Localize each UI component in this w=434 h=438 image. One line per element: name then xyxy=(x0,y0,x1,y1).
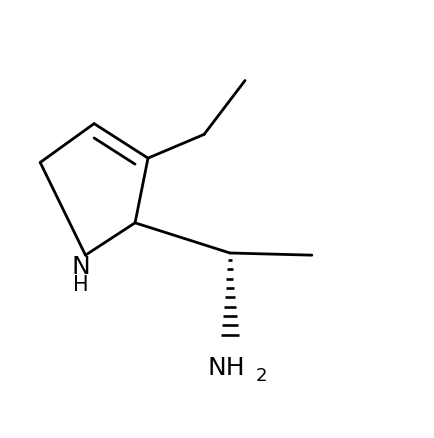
Text: H: H xyxy=(73,275,89,295)
Text: NH: NH xyxy=(208,356,245,379)
Text: N: N xyxy=(72,254,91,278)
Text: 2: 2 xyxy=(255,366,267,384)
